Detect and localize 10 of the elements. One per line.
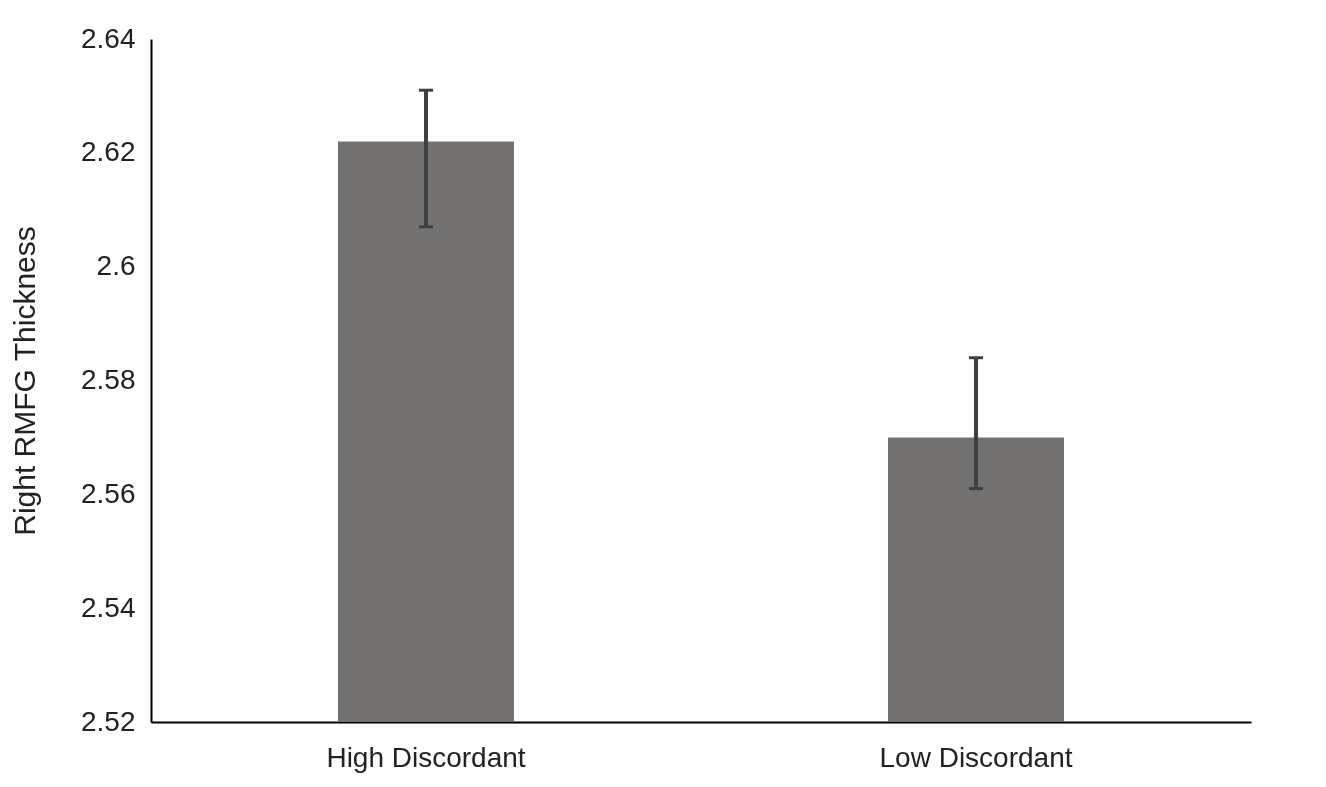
y-tick-label: 2.6 xyxy=(96,250,136,282)
y-tick-label: 2.58 xyxy=(81,364,136,395)
x-tick-label: Low Discordant xyxy=(879,741,1073,773)
y-axis-title: Right RMFG Thickness xyxy=(8,226,41,536)
y-tick-label: 2.64 xyxy=(81,22,136,54)
y-tick-label: 2.62 xyxy=(81,136,136,168)
y-tick-label: 2.56 xyxy=(81,477,136,509)
y-tick-label: 2.52 xyxy=(81,705,136,737)
x-tick-label: High Discordant xyxy=(326,741,526,773)
y-tick-label: 2.54 xyxy=(81,591,136,623)
